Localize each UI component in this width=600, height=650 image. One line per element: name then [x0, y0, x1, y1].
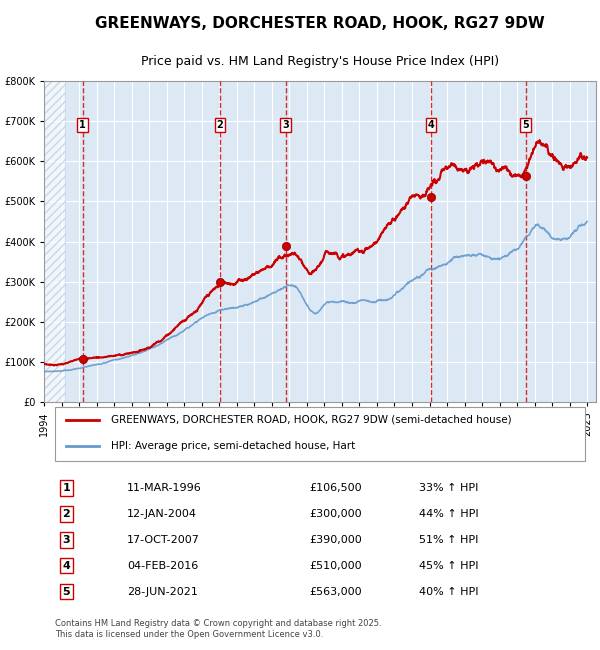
Text: GREENWAYS, DORCHESTER ROAD, HOOK, RG27 9DW (semi-detached house): GREENWAYS, DORCHESTER ROAD, HOOK, RG27 9…	[110, 415, 511, 425]
Text: 51% ↑ HPI: 51% ↑ HPI	[419, 535, 479, 545]
Text: £390,000: £390,000	[309, 535, 362, 545]
Text: HPI: Average price, semi-detached house, Hart: HPI: Average price, semi-detached house,…	[110, 441, 355, 450]
Text: 28-JUN-2021: 28-JUN-2021	[127, 586, 198, 597]
Text: Price paid vs. HM Land Registry's House Price Index (HPI): Price paid vs. HM Land Registry's House …	[141, 55, 499, 68]
Text: 5: 5	[522, 120, 529, 130]
Text: 44% ↑ HPI: 44% ↑ HPI	[419, 509, 479, 519]
Text: £563,000: £563,000	[309, 586, 362, 597]
Text: £106,500: £106,500	[309, 483, 362, 493]
Text: 2: 2	[217, 120, 223, 130]
Text: Contains HM Land Registry data © Crown copyright and database right 2025.
This d: Contains HM Land Registry data © Crown c…	[55, 619, 382, 639]
Text: GREENWAYS, DORCHESTER ROAD, HOOK, RG27 9DW: GREENWAYS, DORCHESTER ROAD, HOOK, RG27 9…	[95, 16, 545, 31]
Text: 33% ↑ HPI: 33% ↑ HPI	[419, 483, 479, 493]
Text: 12-JAN-2004: 12-JAN-2004	[127, 509, 197, 519]
Text: £510,000: £510,000	[309, 561, 362, 571]
Text: 3: 3	[283, 120, 289, 130]
Text: 45% ↑ HPI: 45% ↑ HPI	[419, 561, 479, 571]
Text: 04-FEB-2016: 04-FEB-2016	[127, 561, 198, 571]
Text: 5: 5	[62, 586, 70, 597]
Text: 2: 2	[62, 509, 70, 519]
Text: 4: 4	[428, 120, 434, 130]
Text: 3: 3	[62, 535, 70, 545]
Text: 4: 4	[62, 561, 70, 571]
Text: £300,000: £300,000	[309, 509, 362, 519]
Text: 40% ↑ HPI: 40% ↑ HPI	[419, 586, 479, 597]
Text: 1: 1	[79, 120, 86, 130]
Text: 17-OCT-2007: 17-OCT-2007	[127, 535, 200, 545]
Text: 11-MAR-1996: 11-MAR-1996	[127, 483, 202, 493]
Text: 1: 1	[62, 483, 70, 493]
FancyBboxPatch shape	[55, 407, 585, 461]
